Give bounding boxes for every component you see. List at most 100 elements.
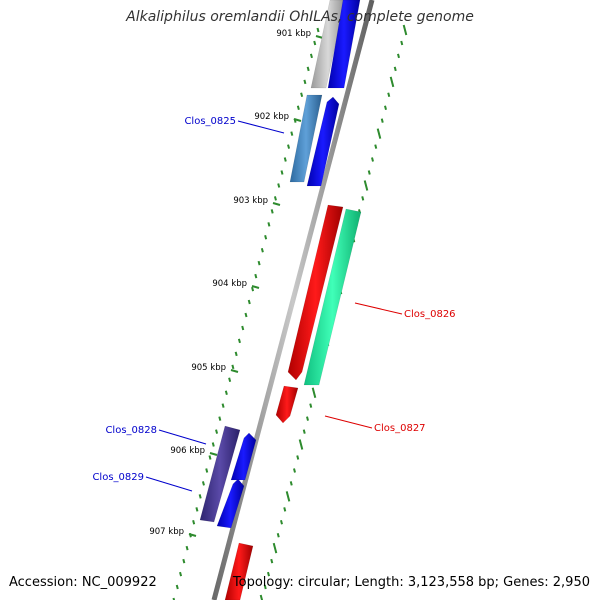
inner-tick	[215, 429, 219, 434]
outer-tick	[363, 180, 369, 191]
kbp-label: 902 kbp	[254, 112, 289, 122]
kbp-tick	[315, 35, 324, 39]
kbp-label: 901 kbp	[276, 29, 311, 39]
gene-label: Clos_0829	[92, 472, 144, 483]
outer-tick	[259, 594, 265, 604]
outer-tick	[306, 416, 309, 421]
outer-tick	[397, 53, 400, 59]
inner-tick	[260, 247, 264, 253]
outer-tick	[402, 24, 408, 36]
inner-tick	[185, 545, 189, 551]
kbp-tick	[188, 533, 197, 537]
outer-tick	[389, 76, 395, 88]
gene-feature-forward	[216, 478, 245, 529]
inner-tick	[195, 507, 199, 512]
inner-tick	[277, 183, 281, 188]
outer-tick	[276, 532, 280, 538]
inner-tick	[306, 66, 310, 72]
gene-feature-forward	[327, 0, 361, 89]
inner-tick	[208, 455, 212, 460]
outer-tick	[263, 584, 267, 590]
kbp-tick	[293, 118, 302, 122]
inner-tick	[300, 92, 304, 98]
inner-tick	[247, 299, 251, 305]
outer-tick	[371, 157, 374, 162]
outer-tick	[309, 403, 313, 408]
gene-leader-line	[324, 415, 373, 429]
outer-tick	[270, 558, 274, 564]
kbp-label: 905 kbp	[191, 363, 226, 373]
inner-tick	[175, 584, 179, 590]
outer-tick	[384, 105, 387, 110]
inner-tick	[309, 53, 313, 59]
outer-tick	[393, 66, 397, 72]
backbone-line	[211, 0, 375, 601]
inner-tick	[264, 235, 268, 240]
kbp-label: 906 kbp	[170, 446, 205, 456]
outer-tick	[400, 40, 404, 46]
outer-tick	[367, 170, 371, 175]
gene-label: Clos_0827	[374, 423, 426, 434]
map-title: Alkaliphilus oremlandii OhILAs, complete…	[126, 9, 474, 25]
outer-tick	[283, 507, 287, 512]
inner-tick	[254, 273, 258, 279]
genome-backbone	[211, 0, 375, 601]
outer-tick	[285, 491, 291, 502]
inner-tick	[313, 40, 317, 46]
inner-tick	[231, 364, 235, 370]
gene-features	[199, 0, 362, 601]
inner-tick	[257, 260, 261, 266]
kbp-label: 903 kbp	[233, 196, 268, 206]
inner-tick	[303, 79, 307, 85]
labels: 901 kbp 902 kbp 903 kbp 904 kbp 905 kbp 906 k…	[92, 29, 455, 537]
outer-tick	[298, 439, 304, 450]
gene-leader-line	[237, 120, 285, 134]
inner-tick	[237, 338, 241, 344]
outer-tick	[272, 542, 278, 554]
inner-tick	[211, 442, 215, 447]
inner-tick	[316, 27, 320, 33]
inner-tick	[221, 403, 225, 408]
inner-tick	[280, 170, 284, 175]
gene-feature-reverse	[275, 385, 299, 424]
outer-tick	[374, 144, 378, 149]
inner-tick	[201, 481, 205, 486]
inner-tick	[224, 390, 228, 395]
inner-tick	[244, 312, 248, 318]
inner-tick	[192, 520, 196, 525]
inner-tick	[179, 571, 183, 577]
gene-feature-gray	[310, 0, 346, 89]
outer-tick	[289, 481, 293, 486]
inner-tick	[270, 209, 274, 214]
inner-tick	[228, 377, 232, 383]
inner-tick	[267, 222, 271, 227]
gene-feature-reverse	[287, 204, 344, 381]
inner-tick	[273, 196, 277, 201]
inner-tick	[251, 286, 255, 292]
outer-tick	[302, 429, 306, 434]
inner-tick	[198, 494, 202, 499]
kbp-tick	[272, 202, 281, 206]
inner-tick	[218, 416, 222, 421]
gene-feature-purple	[199, 425, 241, 523]
inner-tick	[182, 558, 186, 564]
outer-tick	[267, 571, 270, 577]
accession-text: Accession: NC_009922	[9, 575, 157, 590]
gene-leader-line	[158, 429, 207, 445]
outer-tick	[296, 455, 300, 460]
kbp-label: 904 kbp	[212, 279, 247, 289]
kbp-tick	[230, 369, 239, 373]
kbp-tick	[251, 285, 260, 289]
outer-tick	[376, 128, 382, 139]
outer-tick	[361, 196, 365, 201]
gene-feature-teal	[303, 208, 362, 386]
gene-label: Clos_0828	[105, 425, 157, 436]
outer-tick	[387, 92, 391, 98]
gene-label: Clos_0826	[404, 309, 456, 320]
inner-tick	[290, 131, 294, 136]
outer-tick	[311, 387, 317, 398]
inner-tick	[296, 105, 300, 110]
outer-tick	[280, 520, 283, 525]
